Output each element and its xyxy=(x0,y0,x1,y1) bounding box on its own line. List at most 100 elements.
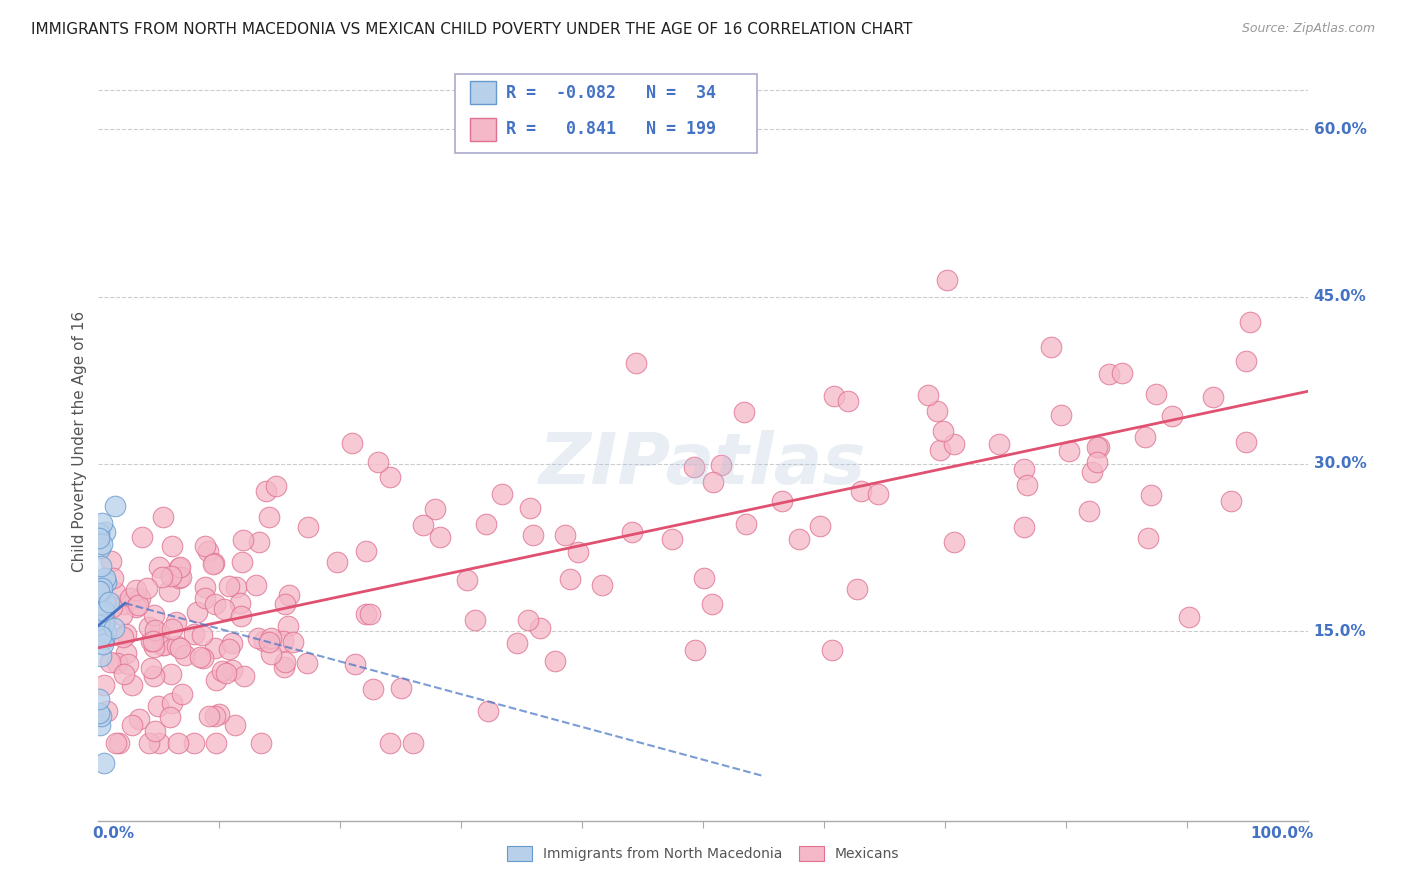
Point xyxy=(1057,444,1080,458)
Text: 0.0%: 0.0% xyxy=(93,826,135,841)
Point xyxy=(172,687,194,701)
Point xyxy=(93,756,115,771)
Point xyxy=(170,569,193,583)
Point xyxy=(104,584,127,599)
Point xyxy=(233,669,256,683)
Text: 15.0%: 15.0% xyxy=(1313,624,1367,639)
Point xyxy=(90,617,112,632)
Point xyxy=(591,578,613,592)
Point xyxy=(917,388,939,402)
Point xyxy=(683,460,706,475)
Point xyxy=(1012,520,1035,534)
Point xyxy=(702,598,724,612)
Point xyxy=(211,664,233,678)
Point xyxy=(121,718,143,732)
Point xyxy=(254,484,277,499)
Point xyxy=(229,596,252,610)
Point xyxy=(359,607,381,621)
Point xyxy=(100,554,122,568)
Point xyxy=(167,561,190,575)
Point xyxy=(162,622,184,636)
Point xyxy=(1239,315,1261,329)
Point xyxy=(733,405,755,419)
Point xyxy=(1085,455,1108,469)
Point xyxy=(246,631,269,645)
Point xyxy=(277,619,299,633)
Point xyxy=(943,437,966,451)
Point xyxy=(851,483,873,498)
Point xyxy=(136,581,159,595)
Y-axis label: Child Poverty Under the Age of 16: Child Poverty Under the Age of 16 xyxy=(72,311,87,572)
Point xyxy=(91,637,114,651)
FancyBboxPatch shape xyxy=(456,74,758,153)
Point xyxy=(97,595,120,609)
Point xyxy=(517,613,540,627)
Point xyxy=(519,500,541,515)
Point xyxy=(1085,440,1108,454)
Point xyxy=(93,678,115,692)
Point xyxy=(139,661,162,675)
Point xyxy=(229,608,252,623)
Point xyxy=(96,575,118,590)
Point xyxy=(194,591,217,605)
Point xyxy=(90,628,112,642)
Point xyxy=(183,735,205,749)
Point xyxy=(121,678,143,692)
Point xyxy=(169,641,191,656)
Point xyxy=(93,616,115,631)
Point xyxy=(477,704,499,718)
Point xyxy=(456,573,478,587)
Point xyxy=(225,580,247,594)
Point xyxy=(89,718,111,732)
Point xyxy=(1220,493,1243,508)
Point xyxy=(93,632,115,646)
Point xyxy=(202,556,225,570)
Point xyxy=(90,559,112,574)
Point xyxy=(204,735,226,749)
Point xyxy=(215,665,238,680)
Point xyxy=(101,600,124,615)
Point xyxy=(148,625,170,640)
Point xyxy=(194,580,217,594)
Point xyxy=(1160,409,1182,424)
Point xyxy=(1080,465,1102,479)
Point xyxy=(142,640,165,654)
Point xyxy=(197,709,219,723)
Point xyxy=(401,735,423,749)
Point xyxy=(1088,441,1111,455)
Point xyxy=(89,541,111,555)
Point xyxy=(105,735,128,749)
Point xyxy=(380,470,402,484)
Point xyxy=(165,615,187,629)
Point xyxy=(167,735,190,749)
Point xyxy=(93,571,115,585)
Point xyxy=(544,654,567,668)
Point xyxy=(157,583,180,598)
Point xyxy=(846,582,869,596)
Point xyxy=(929,443,952,458)
Point xyxy=(1015,478,1038,492)
Point xyxy=(159,709,181,723)
Point xyxy=(125,600,148,615)
Point xyxy=(201,557,224,571)
Point xyxy=(425,501,447,516)
Point xyxy=(821,643,844,657)
Point xyxy=(197,543,219,558)
Point xyxy=(253,634,276,648)
Point xyxy=(264,479,287,493)
Point xyxy=(118,591,141,606)
Point xyxy=(1111,366,1133,380)
Point xyxy=(127,599,149,613)
Point xyxy=(93,525,115,540)
Point xyxy=(91,581,114,595)
Point xyxy=(148,559,170,574)
Point xyxy=(554,528,576,542)
Point xyxy=(273,660,295,674)
Point xyxy=(683,643,706,657)
Point xyxy=(212,602,235,616)
Point xyxy=(188,650,211,665)
Point xyxy=(354,607,377,622)
Point xyxy=(735,516,758,531)
Point xyxy=(491,487,513,501)
Point xyxy=(183,627,205,641)
